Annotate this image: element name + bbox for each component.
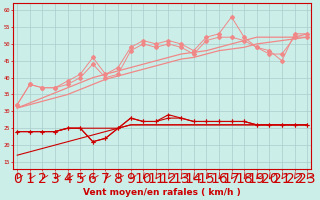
X-axis label: Vent moyen/en rafales ( km/h ): Vent moyen/en rafales ( km/h ) [83,188,241,197]
